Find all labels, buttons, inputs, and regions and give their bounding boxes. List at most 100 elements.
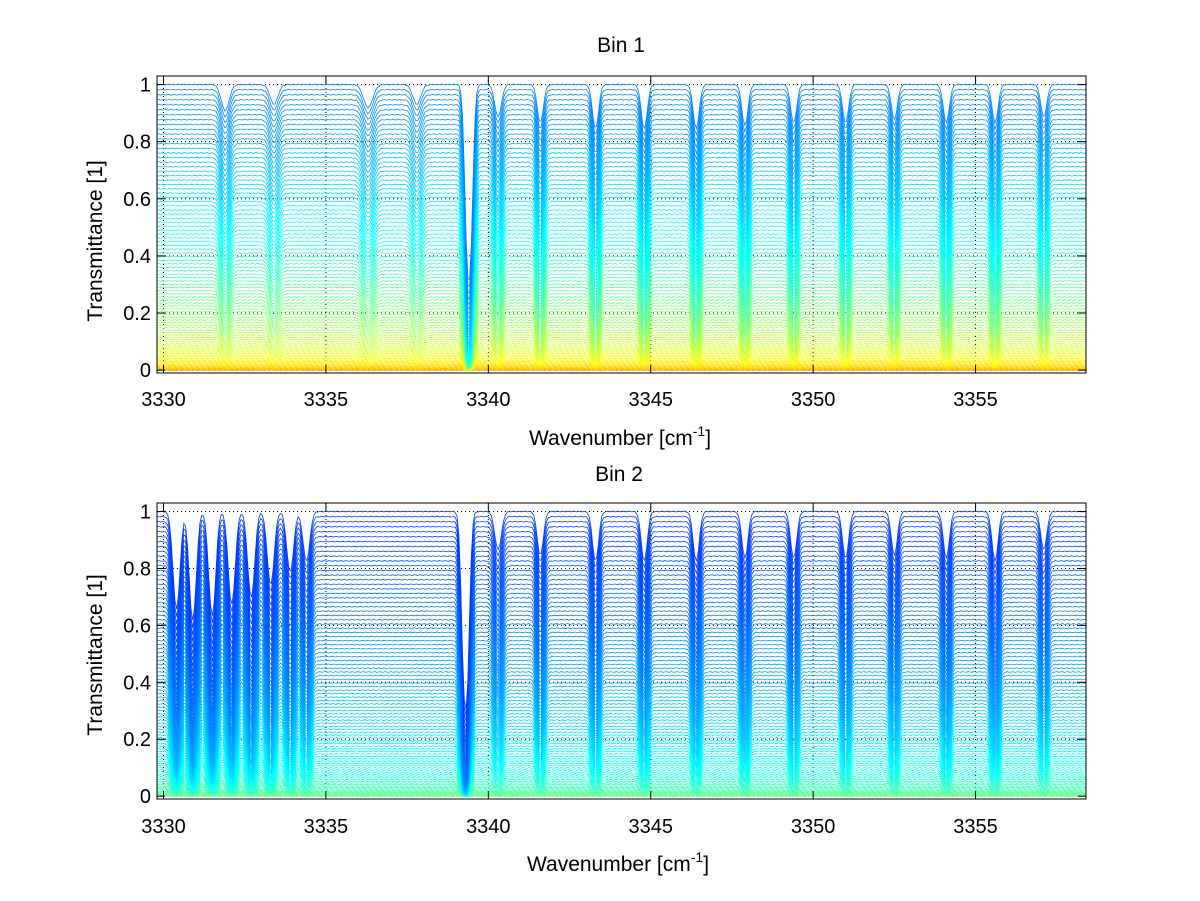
series-line [157,142,1086,335]
series-line [157,187,1086,355]
series-line [157,170,1086,349]
series-line [157,276,1086,368]
series-line [157,722,1086,796]
series-line [157,359,1086,371]
series-line [157,696,1086,795]
series-line [157,299,1086,370]
series-line [157,252,1086,366]
series-line [157,794,1086,798]
series-line [157,108,1086,311]
series-line [157,790,1086,797]
series-line [157,273,1086,368]
x-tick-label: 3350 [791,816,836,838]
series-line [157,296,1086,370]
series-line [157,535,1086,738]
plot-area: 3330 3335 3340 3345 3350 3355 0 0.2 0.4 0.6 0.8 1 [123,502,1087,838]
ticks: 3330 3335 3340 3345 3350 3355 0 0.2 0.4 0.6 0.8 1 [123,75,1086,411]
x-tick-label: 3330 [141,816,186,838]
series-line [157,739,1086,796]
series-line [157,627,1086,786]
series-line [157,340,1086,371]
series-line [157,747,1086,796]
series-line [157,737,1086,796]
series-line [157,791,1086,797]
series-line [157,555,1086,754]
x-tick-label: 3340 [466,389,511,411]
series-line [157,229,1086,363]
series-line [157,639,1086,787]
series-line [157,592,1086,774]
series-line [157,349,1086,371]
series-line [157,156,1086,343]
panel-bin-2: Bin 2 3330 3335 3340 3345 3350 3355 0 0.2 0.4 0.6… [84,463,1087,876]
series-line [157,703,1086,794]
series-line [157,647,1086,789]
series-line [157,685,1086,793]
series-line [157,750,1086,797]
series-line [157,699,1086,795]
series-line [157,324,1086,370]
x-tick-label: 3345 [628,389,673,411]
series-line [157,360,1086,371]
series-line [157,269,1086,367]
axes-frame [156,75,1087,374]
series-line [157,255,1086,367]
series-line [157,103,1086,306]
series-line [157,331,1086,371]
series-line [157,560,1086,757]
series-line [157,200,1086,357]
y-tick-label: 0.4 [123,672,151,694]
series-line [157,782,1086,797]
series-line [157,510,1086,710]
series-line [157,133,1086,331]
series-line [157,233,1086,364]
series-line [157,785,1086,797]
series-line [157,334,1086,371]
series-line [157,651,1086,790]
axes-frame [156,502,1087,800]
series-line [157,356,1086,371]
series-line [157,775,1086,797]
series-line [157,305,1086,370]
x-tick-label: 3355 [953,816,998,838]
series-group [157,83,1086,372]
series-line [157,350,1086,371]
series-line [157,280,1086,368]
y-tick-label: 0 [140,360,151,382]
x-tick-label: 3335 [304,389,349,411]
y-tick-label: 1 [140,75,151,97]
series-line [157,760,1086,796]
series-line [157,762,1086,797]
series-line [157,225,1086,362]
series-line [157,93,1086,294]
series-line [157,667,1086,791]
series-line [157,289,1086,369]
series-line [157,329,1086,371]
series-line [157,244,1086,366]
series-line [157,635,1086,787]
ticks: 3330 3335 3340 3345 3350 3355 0 0.2 0.4 0.6 0.8 1 [123,502,1086,838]
plot-area: 3330 3335 3340 3345 3350 3355 0 0.2 0.4 0.6 0.8 1 [123,75,1087,411]
series-line [157,786,1086,797]
x-tick-label: 3335 [304,816,349,838]
series-line [157,777,1086,797]
y-tick-label: 0.2 [123,303,151,325]
series-line [157,240,1086,365]
series-line [157,764,1086,797]
series-group [157,510,1086,798]
series-line [157,773,1086,797]
series-line [157,237,1086,365]
series-line [157,530,1086,733]
series-line [157,588,1086,773]
panel-title: Bin 2 [595,463,643,486]
series-line [157,221,1086,362]
series-line [157,366,1086,371]
series-line [157,767,1086,797]
series-line [157,336,1086,371]
x-axis-label: Wavenumber [cm-1] [527,849,709,876]
y-tick-label: 0.6 [123,189,151,211]
series-line [157,319,1086,370]
series-line [157,365,1086,371]
series-line [157,757,1086,796]
x-tick-label: 3355 [953,389,998,411]
